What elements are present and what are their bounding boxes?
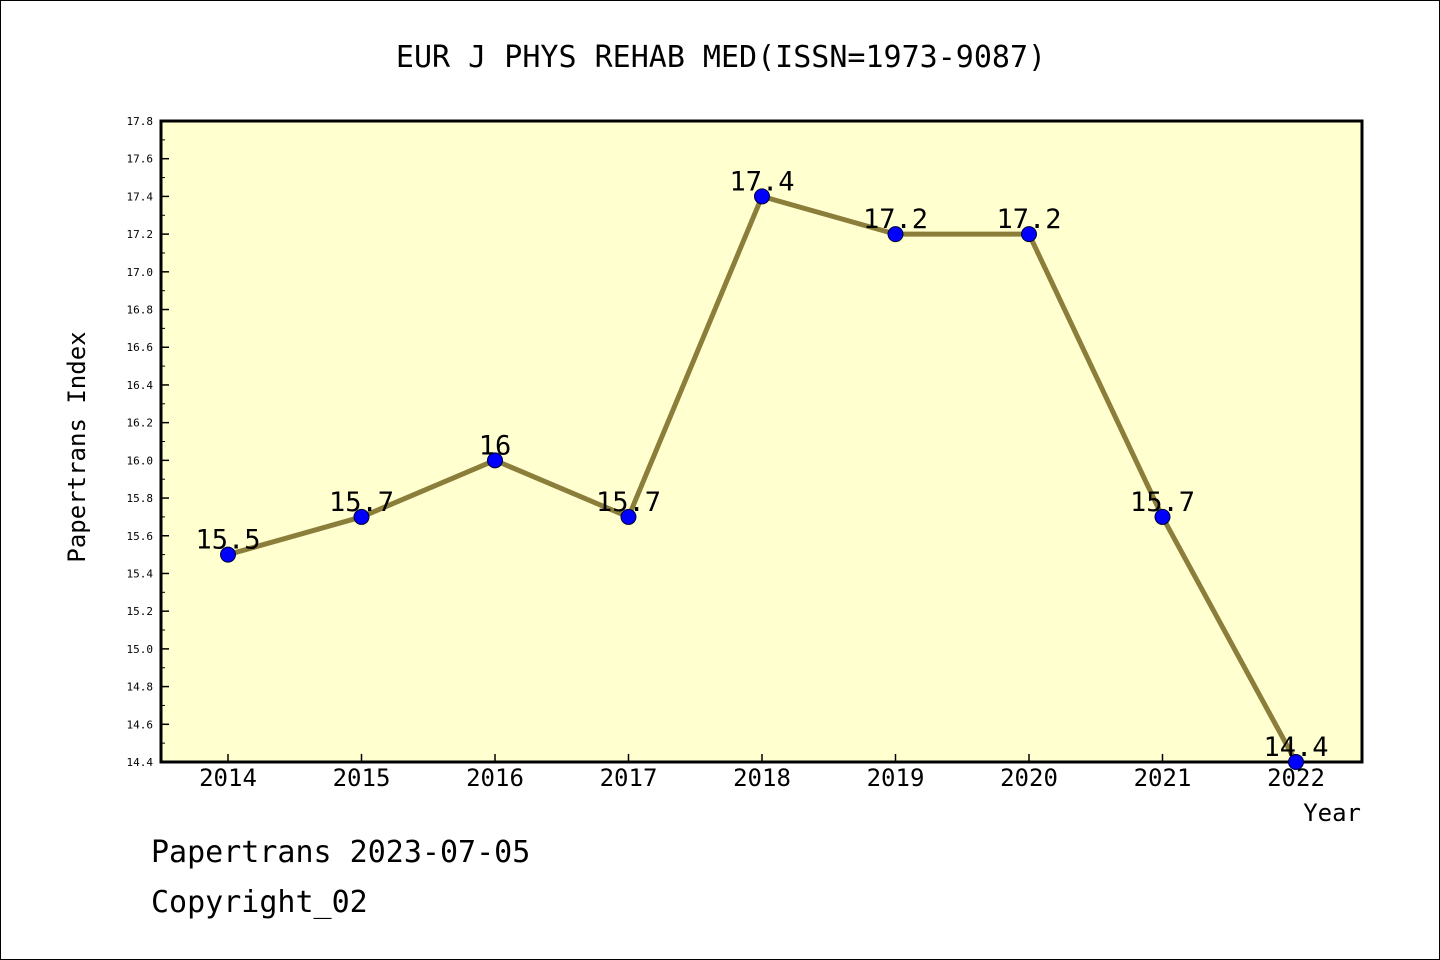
data-point bbox=[887, 226, 904, 243]
y-tick-label: 17.2 bbox=[127, 228, 154, 241]
y-tick-label: 16.6 bbox=[127, 341, 154, 354]
x-tick-label: 2014 bbox=[199, 764, 257, 792]
y-tick-label: 14.4 bbox=[127, 756, 154, 769]
y-tick-label: 16.2 bbox=[127, 417, 154, 430]
y-tick-label: 17.8 bbox=[127, 115, 154, 128]
data-point bbox=[487, 452, 503, 469]
y-tick-label: 14.8 bbox=[127, 681, 154, 694]
x-tick-label: 2018 bbox=[733, 764, 791, 792]
data-point bbox=[1288, 754, 1304, 770]
data-label: 15.7 bbox=[329, 487, 394, 518]
footer-date: Papertrans 2023-07-05 bbox=[151, 835, 531, 870]
y-tick-label: 16.0 bbox=[127, 454, 154, 467]
data-point bbox=[620, 508, 637, 525]
y-tick-label: 15.8 bbox=[127, 492, 154, 505]
y-tick-label: 15.2 bbox=[127, 605, 154, 618]
x-tick-label: 2020 bbox=[1000, 764, 1058, 792]
data-label: 15.7 bbox=[596, 487, 661, 518]
data-label: 15.7 bbox=[1130, 487, 1195, 518]
y-tick-label: 15.4 bbox=[127, 567, 154, 580]
y-axis-label: Papertrans Index bbox=[63, 331, 91, 562]
y-tick-label: 15.6 bbox=[127, 530, 154, 543]
y-tick-label: 14.6 bbox=[127, 718, 154, 731]
footer-copyright: Copyright_02 bbox=[151, 885, 368, 920]
x-tick-label: 2017 bbox=[600, 764, 658, 792]
chart-title: EUR J PHYS REHAB MED(ISSN=1973-9087) bbox=[396, 40, 1046, 75]
y-tick-label: 16.8 bbox=[127, 304, 154, 317]
y-tick-label: 17.0 bbox=[127, 266, 154, 279]
data-point bbox=[353, 508, 370, 525]
data-point bbox=[220, 546, 236, 563]
x-tick-label: 2019 bbox=[867, 764, 925, 792]
data-label: 17.2 bbox=[996, 204, 1061, 235]
x-tick-label: 2021 bbox=[1134, 764, 1192, 792]
y-axis: 14.4 14.6 14.8 15.0 15.2 15.4 15.6 15.8 16.0 16.2… bbox=[127, 115, 169, 769]
data-point bbox=[1154, 508, 1171, 525]
data-label: 17.2 bbox=[863, 204, 928, 235]
data-label: 15.5 bbox=[195, 525, 260, 556]
data-label: 16 bbox=[479, 430, 512, 461]
y-tick-label: 16.4 bbox=[127, 379, 154, 392]
data-label: 14.4 bbox=[1263, 732, 1328, 763]
y-tick-label: 15.0 bbox=[127, 643, 154, 656]
x-tick-label: 2016 bbox=[466, 764, 524, 792]
data-point bbox=[1021, 226, 1037, 243]
plot-area bbox=[159, 119, 1364, 764]
data-label: 17.4 bbox=[729, 166, 794, 197]
x-tick-label: 2015 bbox=[333, 764, 391, 792]
y-tick-label: 17.4 bbox=[127, 190, 154, 203]
x-axis-label: Year bbox=[1303, 799, 1361, 827]
x-axis: 2014 2015 2016 2017 2018 2019 2020 2021 2022 bbox=[199, 754, 1325, 792]
y-tick-label: 17.6 bbox=[127, 153, 154, 166]
data-point bbox=[754, 188, 770, 205]
series-line-group: 15.5 15.7 16 15.7 17.4 17.2 17.2 15.7 14.4 bbox=[195, 166, 1329, 770]
